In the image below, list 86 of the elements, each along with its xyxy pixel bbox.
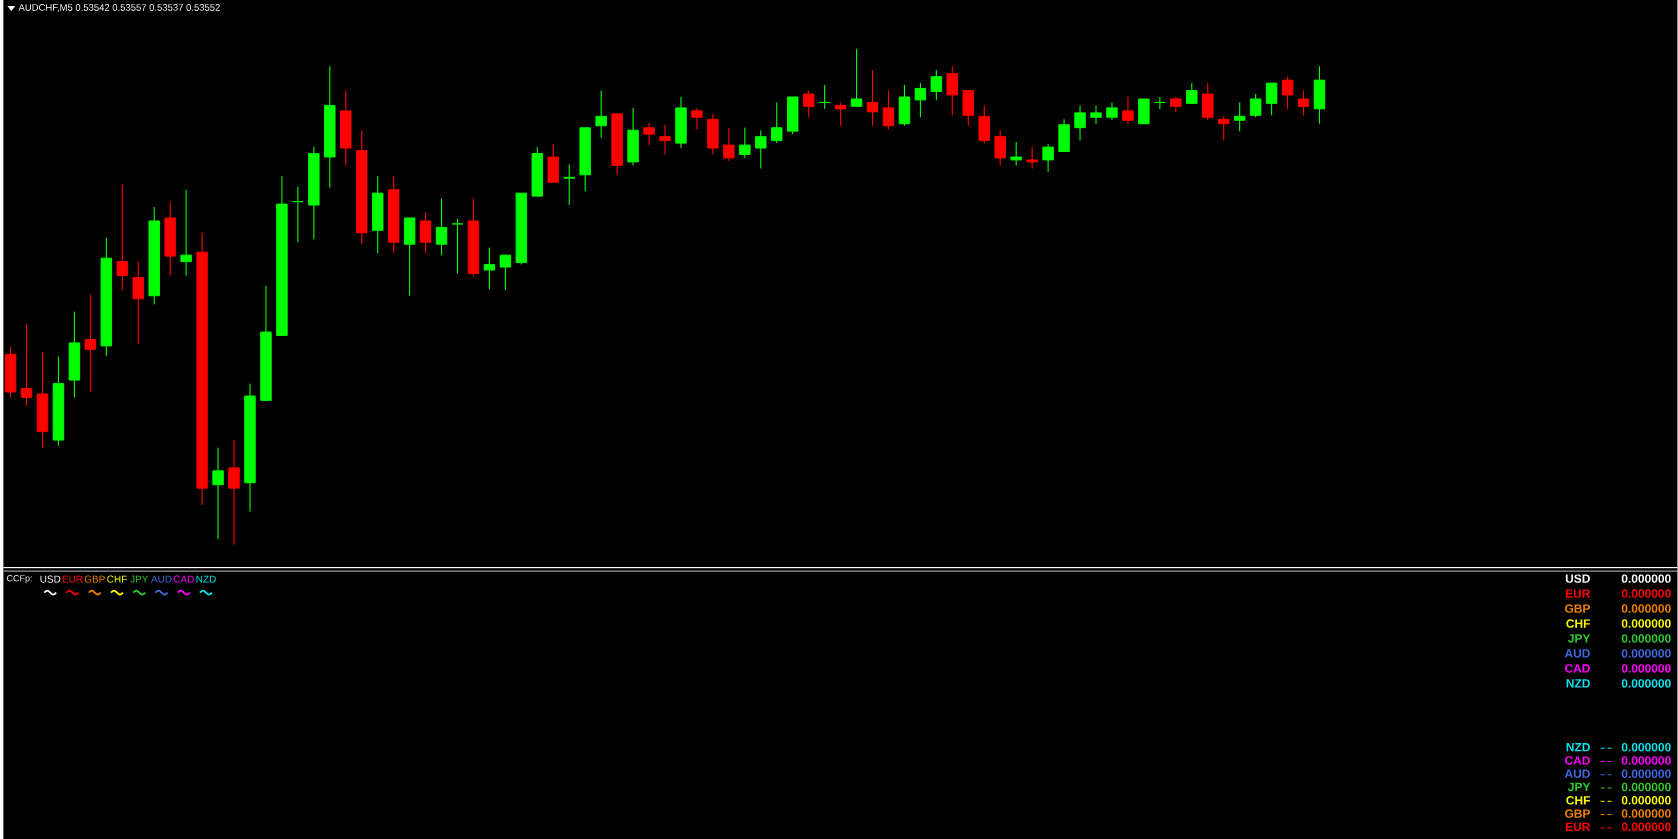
data-label: 0.000000	[1621, 574, 1671, 583]
candlestick	[595, 89, 607, 139]
candlestick	[818, 84, 831, 110]
data-label: 0.000000	[1621, 769, 1671, 779]
data-label: 0.000000	[1621, 649, 1671, 658]
legend-label: AUD	[150, 575, 172, 583]
candlestick	[1074, 104, 1086, 142]
text: EUR	[1565, 589, 1591, 598]
text: CHF	[1566, 619, 1590, 628]
data-label: 0.000000	[1621, 796, 1671, 805]
candlestick	[1249, 93, 1262, 118]
data-label: 0.000000	[1621, 634, 1671, 643]
legend-label: CHF	[107, 575, 127, 583]
candlestick	[643, 122, 655, 146]
candlestick	[1297, 89, 1310, 116]
text: CCFp:	[7, 575, 32, 584]
candlestick	[1090, 104, 1102, 125]
candlestick	[994, 129, 1006, 166]
data-label: 0.000000	[1621, 664, 1671, 673]
candlestick	[659, 124, 671, 156]
candlestick	[930, 69, 943, 101]
candlestick	[1281, 76, 1294, 110]
candlestick	[882, 89, 895, 130]
candlestick	[1042, 143, 1054, 173]
text: JPY	[1567, 634, 1591, 643]
candlestick	[212, 446, 224, 540]
candlestick	[1202, 82, 1214, 121]
candlestick	[834, 101, 847, 127]
legend-label: CHF	[1566, 796, 1590, 805]
candlestick	[563, 163, 575, 206]
candlestick	[771, 101, 783, 144]
legend-label: USD	[40, 575, 61, 583]
candlestick	[116, 184, 129, 291]
candlestick	[946, 65, 959, 116]
legend-label: NZD	[1566, 743, 1590, 752]
candlestick	[20, 323, 33, 407]
candlestick	[1122, 96, 1134, 125]
candlestick	[451, 218, 464, 275]
candlestick	[483, 247, 496, 290]
legend-label: NZD	[196, 575, 216, 583]
data-label: 0.000000	[1621, 782, 1671, 792]
candlestick	[132, 261, 144, 345]
legend-label: EUR	[62, 575, 83, 583]
candlestick	[1010, 141, 1022, 166]
candlestick	[84, 294, 97, 393]
candlestick	[1233, 101, 1246, 132]
candlestick	[180, 189, 192, 277]
text: USD	[1565, 574, 1590, 583]
data-label: 0.000000	[1621, 589, 1671, 598]
legend-label: CAD	[1564, 756, 1590, 765]
candlestick	[419, 211, 432, 254]
candlestick	[850, 48, 863, 107]
candlestick	[1217, 115, 1230, 142]
data-label: 0.000000	[1621, 822, 1671, 832]
candlestick	[723, 127, 735, 162]
candlestick	[866, 69, 879, 127]
candlestick	[292, 186, 304, 243]
text: NZD	[1566, 679, 1590, 688]
candlestick	[1186, 82, 1198, 104]
text: CAD	[1564, 664, 1590, 673]
data-label: 0.000000	[1621, 756, 1671, 765]
text: AUD	[1564, 649, 1590, 658]
data-label: 0.000000	[1621, 679, 1671, 688]
legend-label: JPY	[130, 575, 149, 583]
candlestick	[691, 107, 703, 130]
data-label: 0.000000	[1621, 809, 1671, 818]
candlestick	[739, 127, 751, 159]
data-label: 0.000000	[1621, 619, 1671, 628]
text: GBP	[1564, 604, 1590, 613]
candlestick	[1265, 82, 1278, 116]
candlestick	[228, 439, 240, 546]
data-label: 0.000000	[1621, 604, 1671, 613]
candlestick	[499, 254, 512, 291]
legend-label: JPY	[1567, 782, 1591, 792]
legend-label: AUD	[1564, 769, 1590, 778]
candlestick	[1026, 146, 1038, 169]
legend-label: CAD	[173, 575, 194, 583]
data-label: 0.000000	[1621, 742, 1671, 752]
legend-label: GBP	[1564, 809, 1590, 818]
legend-label: GBP	[84, 575, 105, 583]
candlestick	[435, 198, 448, 256]
candlestick	[755, 129, 767, 169]
candlestick	[802, 89, 815, 118]
chart-title: AUDCHF,M5 0.53542 0.53557 0.53537 0.53552	[18, 4, 220, 12]
candlestick	[914, 82, 927, 118]
legend-label: EUR	[1565, 822, 1591, 832]
